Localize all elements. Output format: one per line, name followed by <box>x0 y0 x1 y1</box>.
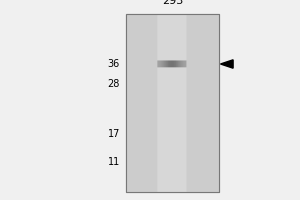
Text: 17: 17 <box>108 129 120 139</box>
Bar <box>126 14 219 192</box>
Polygon shape <box>220 60 233 68</box>
Bar <box>126 14 219 192</box>
Text: 293: 293 <box>162 0 183 6</box>
Text: 28: 28 <box>108 79 120 89</box>
Text: 11: 11 <box>108 157 120 167</box>
Text: 36: 36 <box>108 59 120 69</box>
